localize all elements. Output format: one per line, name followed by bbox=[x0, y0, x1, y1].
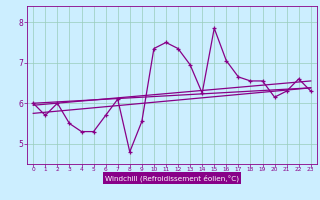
X-axis label: Windchill (Refroidissement éolien,°C): Windchill (Refroidissement éolien,°C) bbox=[105, 175, 239, 182]
